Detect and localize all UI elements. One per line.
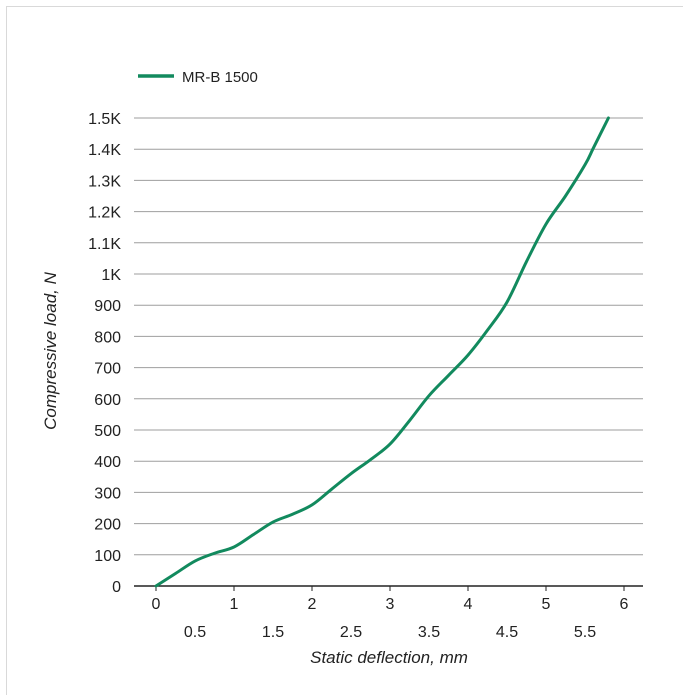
y-tick-label: 600 <box>94 392 121 409</box>
chart-frame <box>6 6 683 695</box>
y-tick-label: 1K <box>101 267 121 284</box>
x-tick-label: 4.5 <box>496 624 518 641</box>
x-tick-label: 3 <box>386 596 395 613</box>
y-tick-label: 700 <box>94 361 121 378</box>
x-tick-label: 4 <box>464 596 473 613</box>
y-tick-label: 100 <box>94 548 121 565</box>
x-axis-tick-labels: 0 0.5 1 1.5 2 2.5 3 3.5 4 4.5 5 5.5 6 <box>152 596 629 641</box>
y-axis-title: Compressive load, N <box>41 271 60 430</box>
x-tick-label: 2 <box>308 596 317 613</box>
x-tick-label: 6 <box>620 596 629 613</box>
y-tick-label: 1.1K <box>88 236 121 253</box>
y-tick-label: 300 <box>94 485 121 502</box>
y-tick-label: 1.4K <box>88 142 121 159</box>
x-axis-title: Static deflection, mm <box>310 648 468 667</box>
x-tick-label: 1 <box>230 596 239 613</box>
series-line-mr-b-1500 <box>154 116 610 588</box>
legend-label-mr-b-1500: MR-B 1500 <box>182 69 258 86</box>
x-tick-label: 2.5 <box>340 624 362 641</box>
y-tick-label: 900 <box>94 298 121 315</box>
y-tick-label: 800 <box>94 329 121 346</box>
y-tick-label: 400 <box>94 454 121 471</box>
y-tick-label: 0 <box>112 579 121 596</box>
series-lines <box>154 116 610 588</box>
x-tick-label: 5.5 <box>574 624 596 641</box>
y-tick-label: 200 <box>94 517 121 534</box>
legend: MR-B 1500 <box>138 69 258 86</box>
y-axis-tick-labels: 0 100 200 300 400 500 600 700 800 900 1K 1.1K 1.2K 1.… <box>88 111 121 596</box>
x-tick-label: 0.5 <box>184 624 206 641</box>
y-tick-label: 500 <box>94 423 121 440</box>
x-tick-label: 1.5 <box>262 624 284 641</box>
y-tick-label: 1.3K <box>88 173 121 190</box>
y-tick-label: 1.2K <box>88 205 121 222</box>
x-tick-label: 3.5 <box>418 624 440 641</box>
x-tick-label: 5 <box>542 596 551 613</box>
x-tick-label: 0 <box>152 596 161 613</box>
gridlines <box>134 117 643 591</box>
y-tick-label: 1.5K <box>88 111 121 128</box>
